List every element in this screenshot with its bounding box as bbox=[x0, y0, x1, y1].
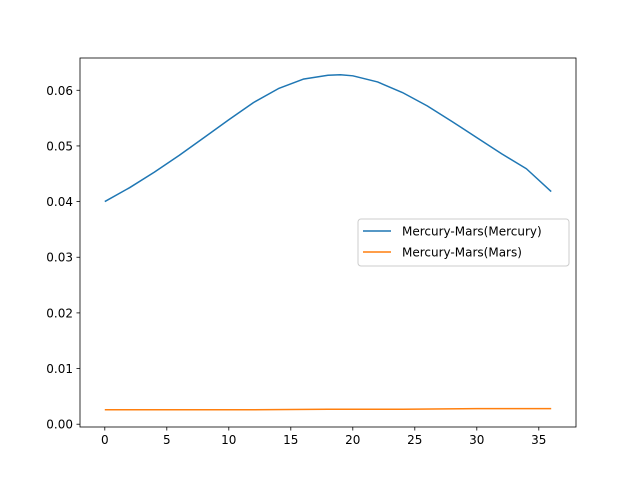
x-tick-label: 25 bbox=[407, 433, 422, 447]
axes-frame bbox=[79, 57, 577, 428]
y-tick-label: 0.02 bbox=[46, 306, 73, 320]
y-tick-label: 0.01 bbox=[46, 362, 73, 376]
legend-box bbox=[357, 218, 570, 267]
x-tick-label: 20 bbox=[345, 433, 360, 447]
y-tick-label: 0.06 bbox=[46, 84, 73, 98]
y-tick-label: 0.00 bbox=[46, 418, 73, 432]
x-tick-label: 15 bbox=[283, 433, 298, 447]
x-tick-label: 5 bbox=[163, 433, 171, 447]
legend: Mercury-Mars(Mercury) Mercury-Mars(Mars) bbox=[357, 218, 570, 267]
x-tick-label: 35 bbox=[531, 433, 546, 447]
legend-label-1: Mercury-Mars(Mars) bbox=[402, 246, 522, 260]
series-line-1 bbox=[104, 407, 552, 411]
legend-label-0: Mercury-Mars(Mercury) bbox=[402, 225, 542, 239]
y-tick-label: 0.03 bbox=[46, 251, 73, 265]
y-tick-label: 0.05 bbox=[46, 139, 73, 153]
x-tick-label: 0 bbox=[101, 433, 109, 447]
series-layer bbox=[104, 73, 552, 411]
x-tick-label: 10 bbox=[221, 433, 236, 447]
series-line-0 bbox=[104, 73, 552, 203]
y-tick-label: 0.04 bbox=[46, 195, 73, 209]
x-tick-label: 30 bbox=[469, 433, 484, 447]
axes-layer: 0 5 10 15 20 25 30 35 0.00 0.01 0.02 0.03 0.04 0.05 0.… bbox=[46, 57, 577, 447]
